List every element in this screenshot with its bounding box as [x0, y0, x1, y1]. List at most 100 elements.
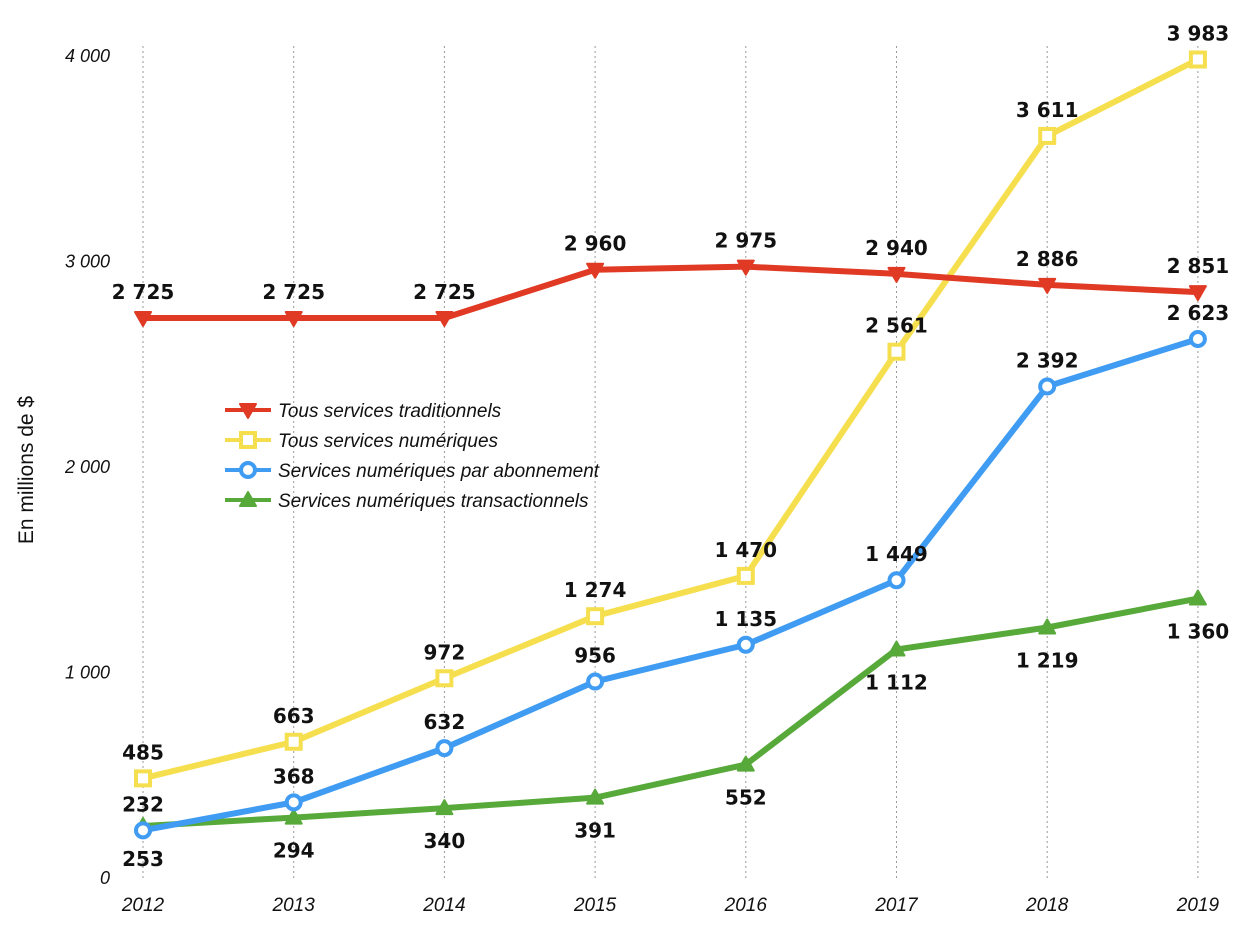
data-point	[1188, 50, 1207, 69]
legend-entry: Services numériques par abonnement	[225, 461, 600, 482]
data-point	[435, 311, 454, 328]
y-tick-label: 0	[100, 868, 110, 888]
data-label: 552	[725, 786, 767, 810]
data-point	[284, 732, 303, 751]
y-tick-label: 2 000	[64, 457, 110, 477]
x-tick-label: 2019	[1176, 895, 1220, 916]
series-line	[140, 335, 1201, 834]
data-point	[284, 793, 303, 812]
data-label: 1 360	[1167, 620, 1230, 644]
legend-entry: Tous services traditionnels	[225, 401, 502, 422]
y-axis-ticks: 0 1 000 2 000 3 000 4 000	[64, 46, 110, 888]
data-label: 1 274	[564, 578, 627, 602]
data-point	[134, 821, 152, 840]
data-point	[586, 607, 605, 626]
y-tick-label: 4 000	[65, 46, 110, 66]
y-axis-label: En millions de $	[15, 396, 38, 545]
series-line	[140, 56, 1201, 782]
data-point	[736, 259, 755, 276]
data-point	[284, 808, 303, 825]
data-point	[1188, 285, 1207, 302]
legend-marker	[239, 461, 257, 479]
series-line	[140, 595, 1201, 830]
series-lines	[134, 50, 1207, 840]
data-point	[284, 311, 303, 328]
data-label: 232	[122, 792, 164, 816]
x-tick-label: 2014	[422, 895, 465, 916]
series-line	[140, 263, 1201, 322]
data-label: 2 561	[865, 314, 928, 338]
data-label: 3 611	[1016, 98, 1079, 122]
data-point	[435, 669, 454, 688]
data-label: 2 392	[1016, 348, 1079, 372]
legend-entry: Services numériques transactionnels	[225, 491, 589, 512]
data-point	[1038, 377, 1057, 396]
data-point	[134, 311, 152, 328]
legend-label: Tous services numériques	[278, 431, 499, 452]
data-point	[586, 672, 605, 691]
data-point	[1038, 618, 1057, 635]
data-label: 1 470	[714, 538, 777, 562]
legend-marker	[239, 431, 257, 449]
legend: Tous services traditionnels Tous services…	[225, 401, 600, 512]
series-2	[134, 329, 1207, 840]
x-tick-label: 2015	[573, 895, 617, 916]
gridlines	[142, 46, 1199, 878]
data-label: 972	[424, 640, 466, 664]
legend-marker	[239, 491, 257, 507]
data-label: 485	[122, 740, 164, 764]
data-point	[887, 640, 906, 657]
data-point	[887, 342, 906, 361]
data-point	[1188, 329, 1207, 348]
data-label: 1 112	[865, 670, 928, 694]
data-label: 663	[273, 704, 315, 728]
y-tick-label: 3 000	[65, 252, 110, 272]
x-tick-label: 2017	[874, 895, 919, 916]
data-point	[736, 755, 755, 772]
series-1	[134, 50, 1207, 788]
data-label: 1 449	[865, 542, 928, 566]
x-tick-label: 2018	[1025, 895, 1069, 916]
data-point	[586, 788, 605, 805]
x-tick-label: 2013	[272, 895, 316, 916]
legend-label: Services numériques par abonnement	[278, 461, 600, 482]
data-point	[586, 262, 605, 279]
data-point	[435, 799, 454, 816]
data-label: 294	[273, 839, 315, 863]
data-point	[435, 739, 454, 758]
x-axis-ticks: 2012 2013 2014 2015 2016 2017 2018 2019	[121, 895, 1220, 916]
series-0	[134, 259, 1207, 328]
x-tick-label: 2016	[724, 895, 768, 916]
data-label: 2 886	[1016, 247, 1079, 271]
data-label: 2 725	[262, 280, 325, 304]
data-point	[1038, 126, 1057, 145]
legend-entry: Tous services numériques	[225, 431, 499, 452]
data-label: 2 725	[413, 280, 476, 304]
data-point	[887, 571, 906, 590]
y-tick-label: 1 000	[65, 663, 110, 683]
data-label: 391	[574, 819, 616, 843]
data-label: 2 725	[112, 280, 175, 304]
data-label: 340	[424, 829, 466, 853]
data-label: 2 623	[1167, 301, 1230, 325]
data-point	[134, 769, 152, 788]
legend-label: Services numériques transactionnels	[278, 491, 589, 512]
data-point	[887, 266, 906, 283]
data-label: 253	[122, 847, 164, 871]
data-label: 368	[273, 764, 315, 788]
data-label: 956	[574, 644, 616, 668]
data-label: 632	[424, 710, 466, 734]
data-label: 1 219	[1016, 648, 1079, 672]
data-point	[736, 566, 755, 585]
data-point	[1188, 589, 1207, 606]
data-label: 2 960	[564, 232, 627, 256]
data-label: 2 851	[1167, 254, 1230, 278]
data-label: 2 975	[714, 229, 777, 253]
data-label: 2 940	[865, 236, 928, 260]
data-point	[736, 635, 755, 654]
legend-label: Tous services traditionnels	[278, 401, 502, 422]
data-point	[1038, 277, 1057, 294]
x-tick-label: 2012	[121, 895, 165, 916]
data-labels: 2 725 2 725 2 725 2 960 2 975 2 940 2 886 2 851…	[112, 21, 1230, 871]
